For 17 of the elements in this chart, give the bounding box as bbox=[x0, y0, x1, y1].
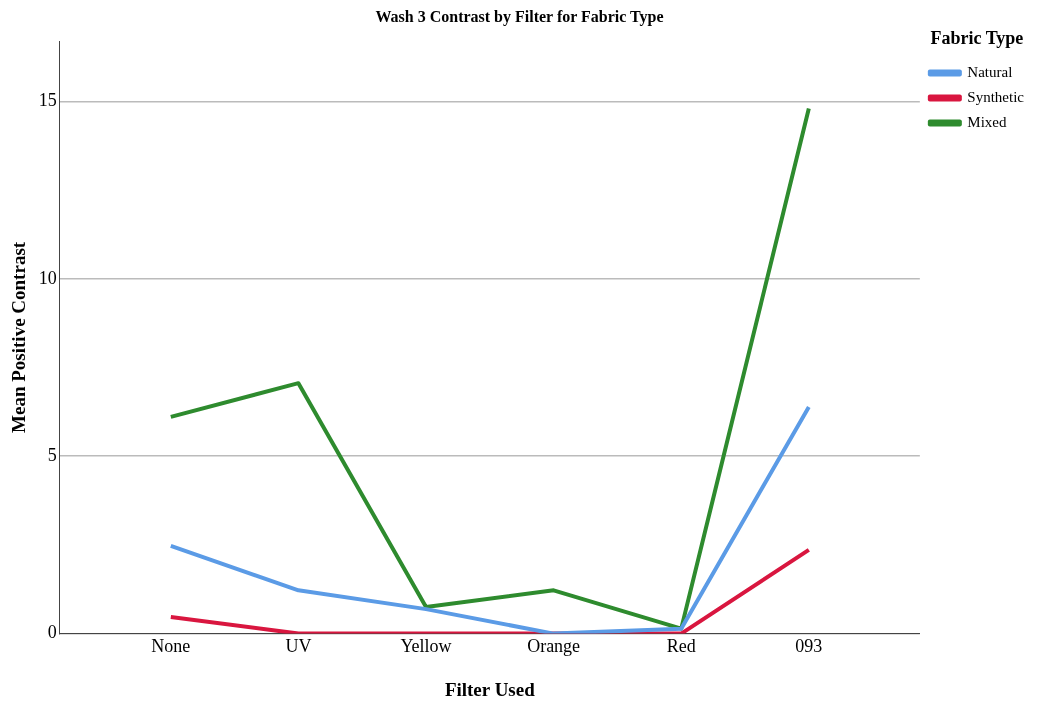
legend-title: Fabric Type bbox=[930, 27, 1024, 48]
x-tick-label: None bbox=[151, 636, 191, 657]
legend-label: Synthetic bbox=[967, 89, 1025, 106]
x-tick-label: UV bbox=[285, 636, 312, 657]
legend-label: Mixed bbox=[967, 114, 1007, 131]
chart-title: Wash 3 Contrast by Filter for Fabric Type bbox=[375, 7, 664, 26]
y-axis-title: Mean Positive Contrast bbox=[8, 241, 30, 433]
legend-label: Natural bbox=[967, 64, 1013, 81]
y-tick-label: 0 bbox=[47, 622, 57, 643]
y-tick-label: 15 bbox=[38, 90, 57, 111]
y-tick-label: 10 bbox=[38, 267, 57, 288]
x-tick-label: Red bbox=[666, 636, 696, 657]
x-tick-label: Orange bbox=[527, 636, 581, 657]
y-tick-label: 5 bbox=[47, 444, 57, 465]
x-tick-label: 093 bbox=[795, 636, 823, 657]
x-tick-label: Yellow bbox=[400, 636, 452, 657]
x-axis-title: Filter Used bbox=[444, 678, 536, 700]
